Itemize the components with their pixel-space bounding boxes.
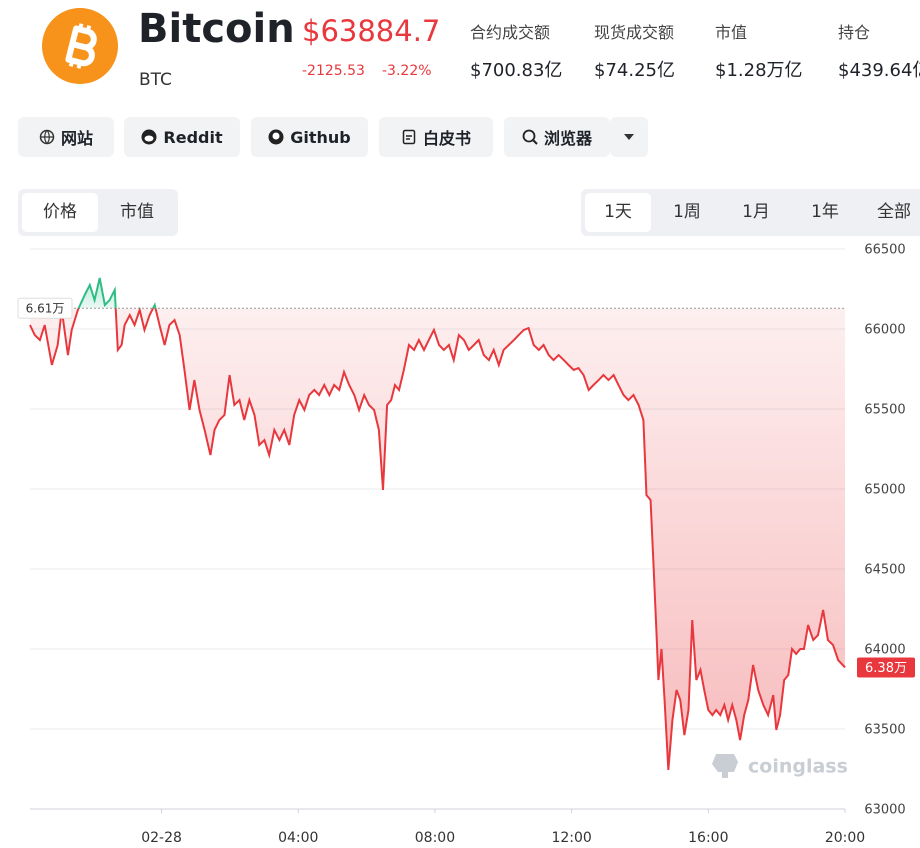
baseline-tag xyxy=(17,297,73,319)
y-tick-label: 66500 xyxy=(864,243,905,258)
watermark: coinglass xyxy=(748,756,848,778)
range-tab[interactable]: 全部 xyxy=(877,202,911,222)
link-icon xyxy=(141,129,157,145)
watermark-logo xyxy=(712,754,738,778)
view-tab[interactable]: 价格 xyxy=(22,193,98,232)
x-tick-label: 04:00 xyxy=(278,830,318,846)
baseline-label: 6.61万 xyxy=(26,302,65,316)
range-tab[interactable]: 1天 xyxy=(585,193,651,232)
view-tab[interactable]: 市值 xyxy=(120,202,154,222)
x-tick-label: 08:00 xyxy=(415,830,455,846)
link-label: 网站 xyxy=(60,129,93,148)
link-label: Reddit xyxy=(163,127,223,147)
stat-value: $700.83亿 xyxy=(470,60,563,81)
price: $63884.7 xyxy=(302,14,441,48)
stat-value: $439.64亿 xyxy=(838,60,920,81)
link-button[interactable]: Reddit xyxy=(124,117,240,157)
y-tick-label: 65000 xyxy=(864,483,905,498)
y-tick-label: 66000 xyxy=(864,323,905,338)
stat-label: 市值 xyxy=(715,23,748,42)
coin-name: Bitcoin xyxy=(138,6,295,52)
price-line-down xyxy=(29,308,846,771)
chart: coinglass 63000 63500 64000 64500 65000 65500… xyxy=(17,243,915,846)
stat-label: 持仓 xyxy=(838,23,871,42)
link-label: 浏览器 xyxy=(543,129,592,148)
dropdown-button[interactable] xyxy=(610,117,648,157)
area-up xyxy=(78,277,156,309)
y-tick-label: 65500 xyxy=(864,403,905,418)
caret xyxy=(624,134,634,140)
link-button[interactable]: Github xyxy=(251,117,368,157)
last-price-tag xyxy=(857,657,915,678)
range-tab[interactable]: 1周 xyxy=(673,202,701,222)
range-tab[interactable]: 1年 xyxy=(811,202,839,222)
stat-value: $1.28万亿 xyxy=(715,60,803,81)
link-button[interactable]: 网站 xyxy=(18,117,114,157)
link-label: Github xyxy=(290,127,351,147)
y-tick-label: 63500 xyxy=(864,723,905,738)
link-icon xyxy=(522,129,538,145)
y-tick-label: 64500 xyxy=(864,563,905,578)
link-icon xyxy=(39,129,55,145)
stat-label: 现货成交额 xyxy=(594,23,675,42)
link-button[interactable]: 浏览器 xyxy=(504,117,610,157)
x-tick-label: 12:00 xyxy=(551,830,591,846)
last-price-label: 6.38万 xyxy=(865,661,907,676)
link-icon xyxy=(402,129,416,145)
area-down xyxy=(30,308,845,770)
stat-label: 合约成交额 xyxy=(470,23,551,42)
x-tick-label: 20:00 xyxy=(825,830,865,846)
range-tabs: 1天 1周 1月 1年 全部 xyxy=(581,189,920,236)
view-tabs: 价格 市值 xyxy=(18,189,178,236)
change: -2125.53 xyxy=(302,63,365,79)
change-pct: -3.22% xyxy=(382,63,432,79)
link-label: 白皮书 xyxy=(422,129,471,148)
range-tab[interactable]: 1月 xyxy=(742,202,770,222)
coin-symbol: BTC xyxy=(139,70,172,90)
y-tick-label: 63000 xyxy=(864,803,905,818)
link-button[interactable]: 白皮书 xyxy=(379,117,493,157)
stat-value: $74.25亿 xyxy=(594,60,675,81)
x-tick-label: 16:00 xyxy=(688,830,728,846)
link-icon xyxy=(268,129,284,145)
btc-logo xyxy=(42,8,118,84)
x-tick-label: 02-28 xyxy=(141,830,182,846)
y-tick-label: 64000 xyxy=(864,643,905,658)
